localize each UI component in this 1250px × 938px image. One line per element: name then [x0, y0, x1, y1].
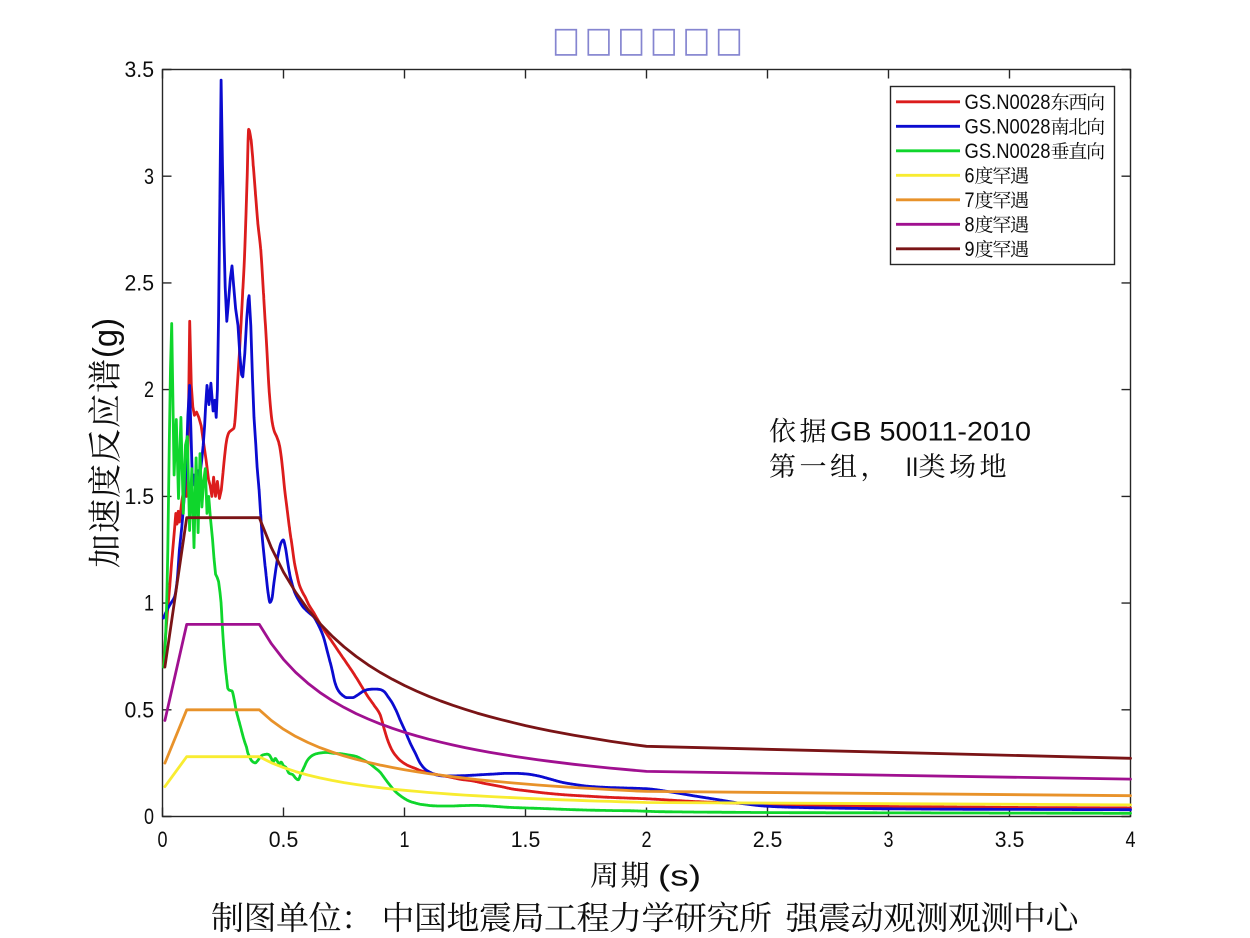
svg-text:3.5: 3.5 — [995, 827, 1025, 852]
svg-text:1: 1 — [400, 827, 410, 852]
svg-text:II: II — [906, 452, 919, 482]
svg-text:0: 0 — [144, 804, 154, 829]
svg-text:0.5: 0.5 — [269, 827, 299, 852]
svg-text:4: 4 — [1126, 827, 1136, 852]
svg-text:(g): (g) — [87, 318, 125, 358]
svg-text:0: 0 — [158, 827, 168, 852]
svg-text:1: 1 — [144, 591, 154, 616]
svg-text:2.5: 2.5 — [753, 827, 783, 852]
svg-text:1.5: 1.5 — [511, 827, 541, 852]
svg-text:3.5: 3.5 — [125, 57, 155, 82]
svg-text:GB 50011-2010: GB 50011-2010 — [830, 417, 1031, 447]
svg-text:2: 2 — [144, 377, 154, 402]
svg-text:3: 3 — [884, 827, 894, 852]
svg-text:6: 6 — [965, 165, 975, 188]
svg-text:GS.N0028: GS.N0028 — [965, 140, 1051, 163]
svg-text:9: 9 — [965, 238, 975, 261]
svg-text:GS.N0028: GS.N0028 — [965, 116, 1051, 139]
svg-text:1.5: 1.5 — [125, 484, 155, 509]
svg-text:0.5: 0.5 — [125, 697, 155, 722]
svg-text:(s): (s) — [658, 861, 701, 893]
svg-text:8: 8 — [965, 214, 975, 237]
svg-text:GS.N0028: GS.N0028 — [965, 91, 1051, 114]
svg-text:3: 3 — [144, 164, 154, 189]
svg-text:7: 7 — [965, 189, 975, 212]
svg-text:2.5: 2.5 — [125, 271, 155, 296]
svg-text:2: 2 — [642, 827, 652, 852]
